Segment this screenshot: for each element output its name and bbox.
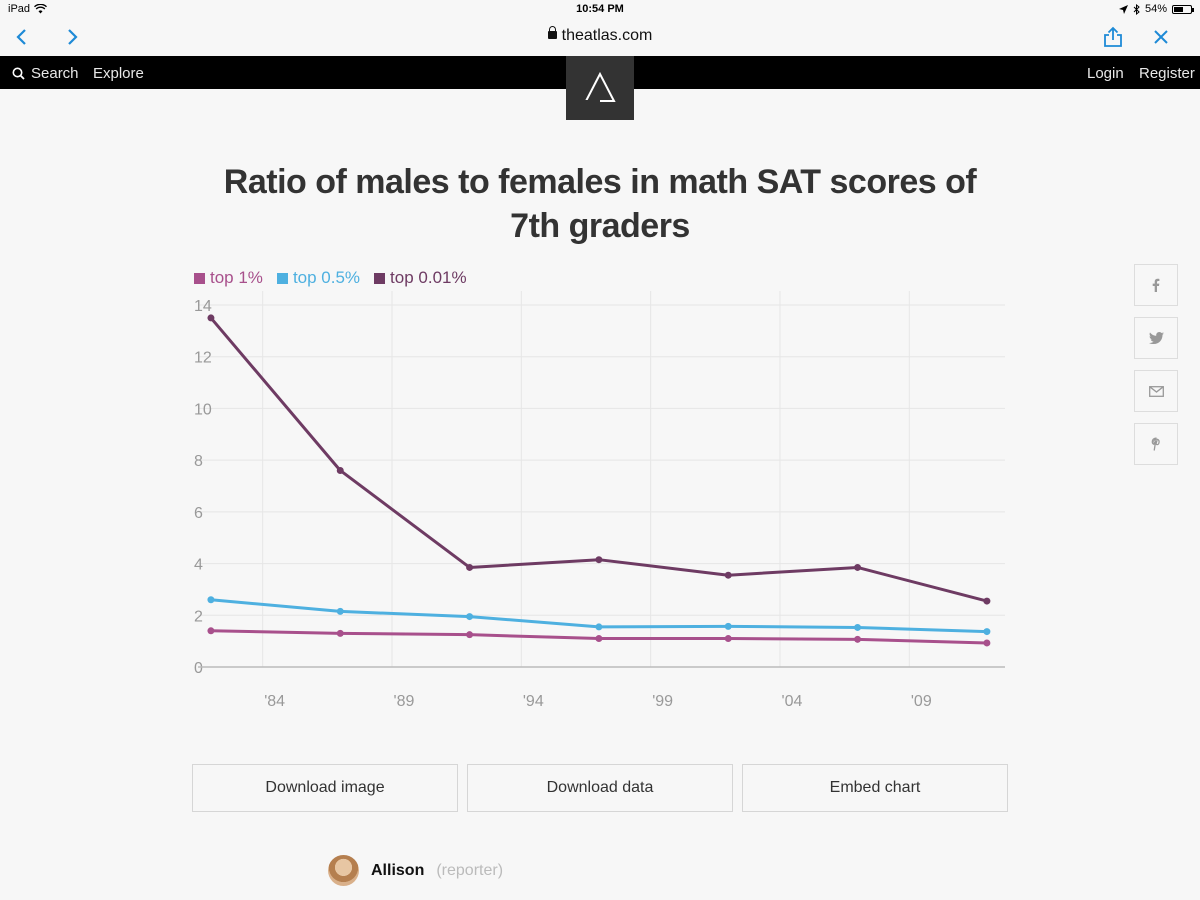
- mail-icon: [1148, 385, 1164, 397]
- line-chart: 0 2 4 6 8 10 12 14 '84 '89 '94 '99 '04 '09: [194, 291, 1005, 710]
- device-label: iPad: [8, 3, 31, 15]
- clock: 10:54 PM: [576, 3, 624, 15]
- location-icon: [1118, 4, 1128, 14]
- data-point: [724, 635, 732, 643]
- share-button[interactable]: [1100, 24, 1126, 50]
- pinterest-icon: [1151, 437, 1160, 451]
- x-tick-label: '99: [652, 693, 673, 710]
- y-tick-label: 6: [194, 505, 203, 522]
- data-point: [983, 628, 991, 636]
- register-link[interactable]: Register: [1139, 65, 1195, 82]
- back-button[interactable]: [8, 24, 34, 50]
- data-point: [854, 563, 862, 571]
- y-tick-label: 0: [194, 660, 203, 677]
- pinterest-share-button[interactable]: [1134, 423, 1178, 465]
- author-byline: Allison (reporter): [328, 855, 503, 886]
- legend-top001[interactable]: top 0.01%: [374, 268, 467, 288]
- forward-button[interactable]: [60, 24, 86, 50]
- legend-swatch-top1: [194, 272, 205, 284]
- data-point: [466, 613, 474, 621]
- address-bar[interactable]: theatlas.com: [0, 26, 1200, 45]
- data-point: [724, 571, 732, 579]
- legend-top05[interactable]: top 0.5%: [276, 268, 361, 288]
- x-tick-label: '09: [911, 693, 932, 710]
- url-text: theatlas.com: [561, 27, 653, 44]
- status-bar: iPad 10:54 PM 54%: [0, 0, 1200, 18]
- legend-label-top05: top 0.5%: [292, 268, 361, 287]
- x-tick-label: '89: [394, 693, 415, 710]
- x-tick-label: '94: [523, 693, 544, 710]
- search-icon: [12, 67, 25, 80]
- data-point: [336, 607, 344, 615]
- y-tick-label: 12: [194, 350, 212, 367]
- data-point: [336, 629, 344, 637]
- login-link[interactable]: Login: [1087, 65, 1124, 82]
- chart-legend: top 1% top 0.5% top 0.01%: [194, 268, 467, 288]
- bluetooth-icon: [1133, 3, 1140, 15]
- data-point: [207, 314, 215, 322]
- y-tick-label: 2: [194, 608, 203, 625]
- search-label: Search: [31, 65, 79, 82]
- x-tick-label: '84: [264, 693, 285, 710]
- legend-label-top001: top 0.01%: [390, 268, 467, 287]
- email-share-button[interactable]: [1134, 370, 1178, 412]
- data-point: [466, 563, 474, 571]
- lock-icon: [547, 26, 557, 39]
- download-data-button[interactable]: Download data: [467, 764, 733, 812]
- author-role: (reporter): [436, 861, 504, 879]
- data-point: [595, 623, 603, 631]
- chevron-right-icon: [68, 29, 78, 45]
- search-link[interactable]: Search: [12, 65, 79, 82]
- battery-icon: [1172, 4, 1194, 14]
- browser-toolbar: theatlas.com: [0, 18, 1200, 56]
- data-point: [207, 596, 215, 604]
- close-button[interactable]: [1148, 24, 1174, 50]
- wifi-icon: [34, 4, 48, 14]
- author-name[interactable]: Allison: [371, 861, 425, 879]
- data-point: [207, 627, 215, 635]
- y-tick-label: 8: [194, 453, 203, 470]
- avatar[interactable]: [328, 855, 359, 886]
- data-point: [595, 556, 603, 564]
- data-point: [983, 639, 991, 647]
- data-point: [854, 623, 862, 631]
- embed-chart-button[interactable]: Embed chart: [742, 764, 1008, 812]
- y-tick-label: 14: [194, 298, 212, 315]
- data-point: [854, 635, 862, 643]
- y-tick-label: 4: [194, 557, 203, 574]
- data-point: [724, 622, 732, 630]
- legend-label-top1: top 1%: [210, 268, 263, 287]
- data-point: [983, 597, 991, 605]
- chevron-left-icon: [16, 29, 26, 45]
- explore-link[interactable]: Explore: [93, 65, 144, 82]
- x-tick-label: '04: [782, 693, 803, 710]
- data-point: [595, 635, 603, 643]
- battery-percent: 54%: [1144, 3, 1167, 15]
- data-point: [336, 466, 344, 474]
- legend-swatch-top001: [374, 272, 386, 284]
- facebook-icon: [1152, 278, 1160, 292]
- data-point: [466, 631, 474, 639]
- site-logo[interactable]: [566, 56, 634, 120]
- y-tick-label: 10: [194, 401, 212, 418]
- close-icon: [1154, 30, 1168, 44]
- share-icon: [1104, 26, 1122, 47]
- twitter-share-button[interactable]: [1134, 317, 1178, 359]
- download-image-button[interactable]: Download image: [192, 764, 458, 812]
- legend-swatch-top05: [276, 272, 288, 284]
- facebook-share-button[interactable]: [1134, 264, 1178, 306]
- legend-top1[interactable]: top 1%: [194, 268, 263, 288]
- chart-title: Ratio of males to females in math SAT sc…: [223, 163, 977, 245]
- atlas-logo-icon: [583, 71, 616, 105]
- twitter-icon: [1148, 332, 1164, 344]
